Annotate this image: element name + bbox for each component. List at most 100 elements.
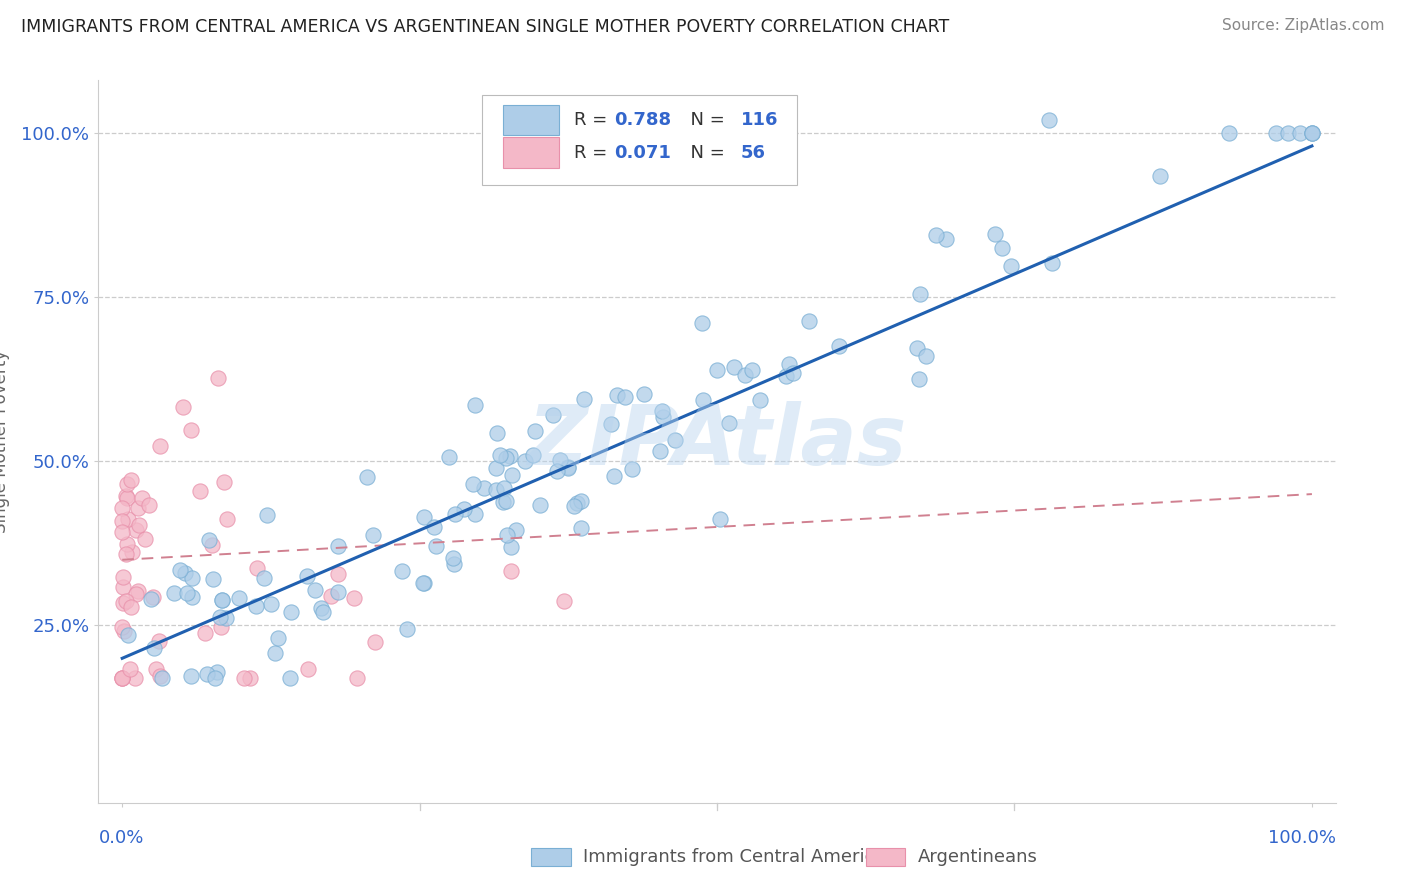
Point [472, 481, 495, 495]
Point [1301, 126, 1323, 140]
Text: ZIPAtlas: ZIPAtlas [527, 401, 907, 482]
Text: 100.0%: 100.0% [1268, 829, 1336, 847]
Point [599, 417, 621, 432]
Point [212, 475, 235, 489]
Point [194, 626, 217, 640]
Point [145, 662, 167, 676]
Point [464, 398, 486, 412]
Point [111, 514, 134, 528]
Point [214, 611, 236, 625]
Point [495, 527, 517, 541]
Point [198, 533, 221, 548]
Bar [503, 105, 558, 136]
Point [128, 518, 150, 533]
Point [180, 423, 202, 437]
Point [569, 521, 592, 535]
Point [437, 450, 460, 464]
Point [782, 366, 804, 380]
Point [263, 646, 285, 660]
Point [606, 388, 628, 402]
Point [131, 491, 153, 506]
Point [1301, 126, 1323, 140]
Point [120, 662, 142, 676]
Point [117, 512, 139, 526]
Point [321, 590, 343, 604]
Point [709, 511, 731, 525]
Point [924, 227, 946, 242]
Point [1000, 260, 1022, 274]
Point [120, 473, 142, 487]
Point [115, 537, 138, 551]
Text: Source: ZipAtlas.com: Source: ZipAtlas.com [1222, 18, 1385, 33]
Point [111, 596, 134, 610]
Y-axis label: Single Mother Poverty: Single Mother Poverty [0, 350, 10, 533]
Point [228, 591, 250, 605]
Point [127, 584, 149, 599]
Point [202, 573, 225, 587]
Point [391, 564, 413, 578]
Point [364, 634, 387, 648]
Point [425, 539, 447, 553]
Text: 116: 116 [741, 111, 778, 129]
Text: N =: N = [679, 144, 730, 161]
Point [253, 571, 276, 585]
Point [260, 597, 283, 611]
Point [565, 496, 588, 510]
Point [1265, 126, 1288, 140]
Point [124, 671, 146, 685]
Point [983, 227, 1005, 241]
Point [297, 569, 319, 583]
Point [346, 671, 368, 685]
Point [651, 404, 673, 418]
Point [495, 494, 517, 508]
Point [188, 484, 211, 499]
Point [990, 241, 1012, 255]
Point [180, 669, 202, 683]
Point [246, 561, 269, 575]
Point [125, 587, 148, 601]
Point [413, 510, 436, 524]
Point [127, 501, 149, 516]
Point [297, 662, 319, 676]
Point [173, 566, 195, 580]
Point [163, 585, 186, 599]
Point [499, 450, 522, 464]
Point [111, 501, 134, 516]
Point [201, 538, 224, 552]
Point [169, 563, 191, 577]
Text: IMMIGRANTS FROM CENTRAL AMERICA VS ARGENTINEAN SINGLE MOTHER POVERTY CORRELATION: IMMIGRANTS FROM CENTRAL AMERICA VS ARGEN… [21, 18, 949, 36]
Point [150, 671, 173, 685]
Point [149, 669, 172, 683]
Point [121, 545, 143, 559]
Point [181, 571, 204, 585]
Bar [531, 848, 571, 866]
Point [1289, 126, 1312, 140]
Point [664, 433, 686, 447]
Point [797, 313, 820, 327]
Point [111, 525, 134, 540]
Text: R =: R = [574, 111, 613, 129]
Point [1149, 169, 1171, 184]
Point [499, 564, 522, 578]
Point [828, 339, 851, 353]
Point [529, 498, 551, 512]
Point [180, 590, 202, 604]
Point [1277, 126, 1299, 140]
Text: 56: 56 [741, 144, 766, 161]
Point [312, 605, 335, 619]
Point [495, 451, 517, 466]
Point [134, 533, 156, 547]
Point [748, 392, 770, 407]
Point [115, 489, 138, 503]
Point [120, 599, 142, 614]
Point [142, 591, 165, 605]
Point [523, 424, 546, 438]
Point [396, 622, 419, 636]
Point [326, 539, 349, 553]
Point [138, 498, 160, 512]
Point [546, 464, 568, 478]
Point [204, 671, 226, 685]
Point [1038, 112, 1060, 127]
Point [343, 591, 366, 605]
Point [494, 481, 516, 495]
